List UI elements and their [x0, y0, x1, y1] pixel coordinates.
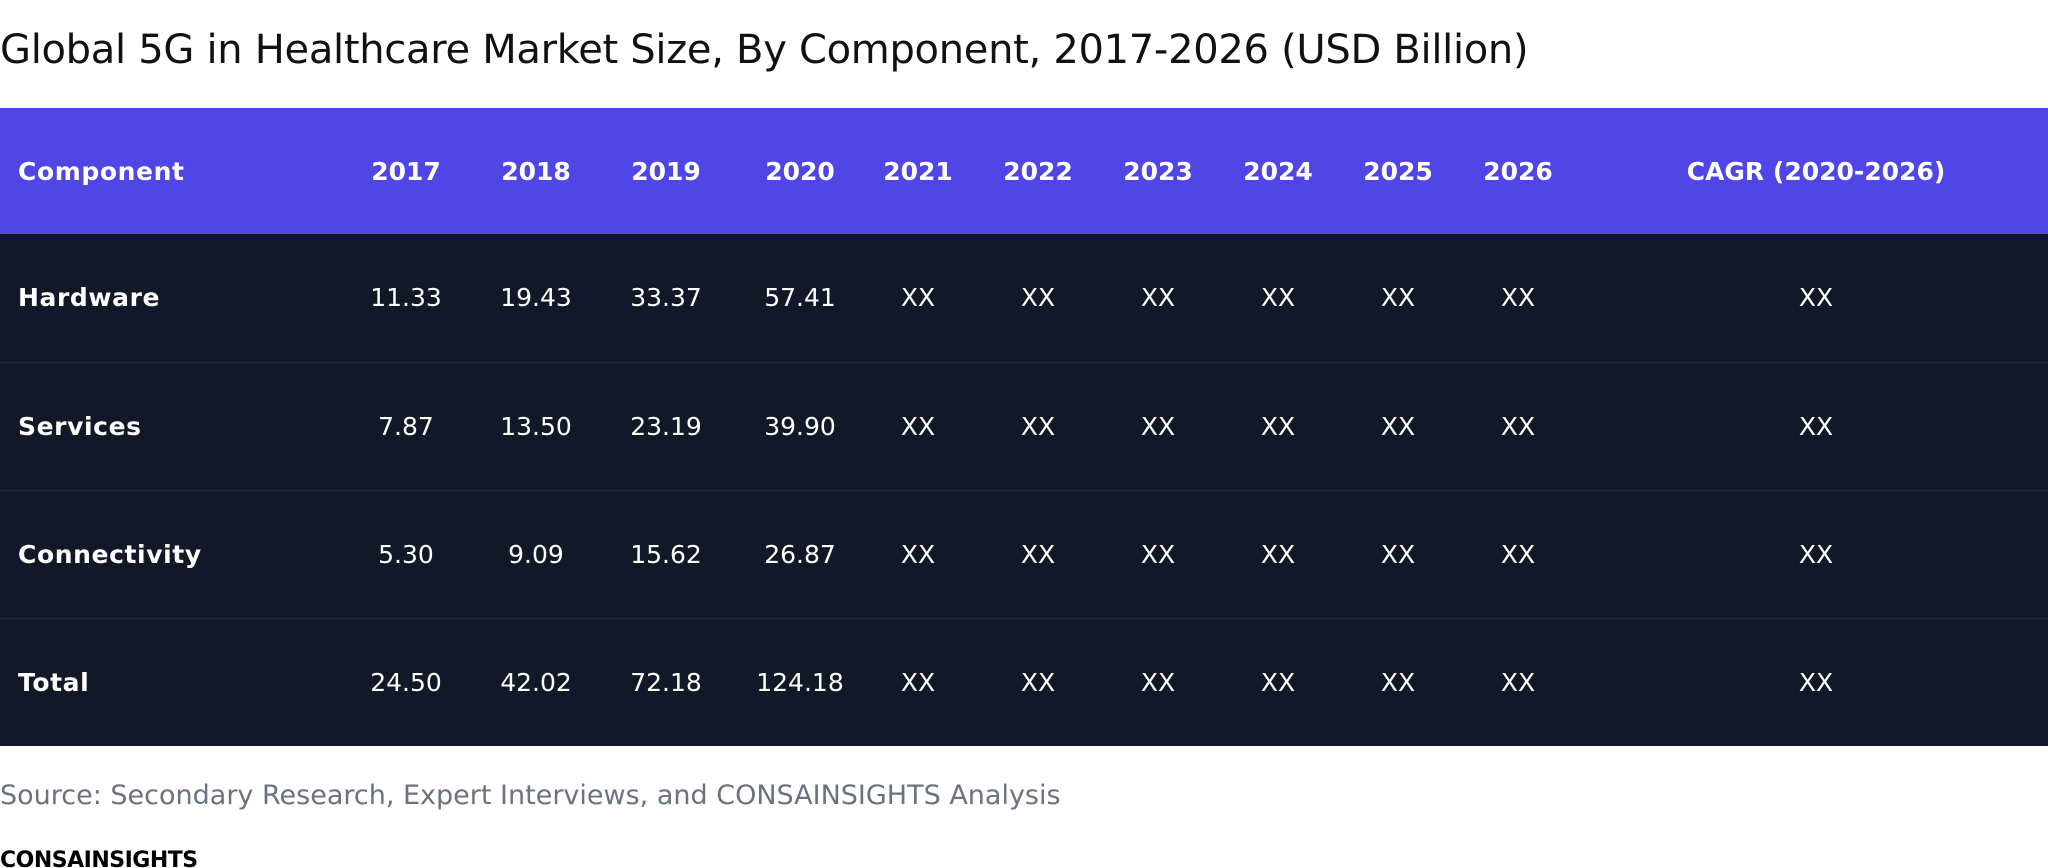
- table-cell: XX: [1380, 283, 1416, 313]
- column-header-year: 2018: [501, 156, 571, 186]
- table-cell: 11.33: [370, 283, 442, 313]
- table-cell: XX: [1798, 539, 1834, 569]
- market-size-table: Component 2017 2018 2019 2020 2021 2022 2023 202…: [0, 108, 2048, 746]
- row-label: Total: [18, 667, 90, 697]
- table-row: Total 24.50 42.02 72.18 124.18 XX XX XX XX XX XX XX: [0, 618, 2048, 746]
- column-header-cagr: CAGR (2020-2026): [1686, 156, 1946, 186]
- table-cell: XX: [1380, 539, 1416, 569]
- table-cell: XX: [900, 411, 936, 441]
- column-header-year: 2024: [1243, 156, 1313, 186]
- table-cell: XX: [1500, 667, 1536, 697]
- table-cell: 26.87: [764, 539, 836, 569]
- header-row: Component 2017 2018 2019 2020 2021 2022 2023 202…: [0, 108, 2048, 234]
- table-cell: XX: [1260, 283, 1296, 313]
- table-cell: 9.09: [508, 539, 564, 569]
- table-cell: 24.50: [370, 667, 442, 697]
- table-cell: XX: [1140, 539, 1176, 569]
- table-cell: XX: [1140, 283, 1176, 313]
- row-label: Services: [18, 411, 142, 441]
- table-cell: 13.50: [500, 411, 572, 441]
- table-cell: XX: [900, 539, 936, 569]
- table-cell: 124.18: [756, 667, 844, 697]
- brand-logo-text: CONSAINSIGHTS: [0, 848, 198, 868]
- chart-title: Global 5G in Healthcare Market Size, By …: [0, 27, 1529, 73]
- column-header-component: Component: [18, 156, 185, 186]
- table-cell: 15.62: [630, 539, 702, 569]
- table-cell: XX: [900, 283, 936, 313]
- table-cell: XX: [1140, 411, 1176, 441]
- table-cell: XX: [1380, 411, 1416, 441]
- table-cell: XX: [1798, 283, 1834, 313]
- column-header-year: 2025: [1363, 156, 1433, 186]
- table-cell: 42.02: [500, 667, 572, 697]
- table-cell: 19.43: [500, 283, 572, 313]
- table-cell: XX: [1380, 667, 1416, 697]
- table-cell: XX: [1260, 411, 1296, 441]
- table-cell: XX: [1798, 411, 1834, 441]
- table-body: Hardware 11.33 19.43 33.37 57.41 XX XX XX XX XX XX…: [0, 234, 2048, 746]
- table-cell: XX: [1798, 667, 1834, 697]
- row-label: Hardware: [18, 283, 161, 313]
- table-row: Connectivity 5.30 9.09 15.62 26.87 XX XX XX XX XX…: [0, 490, 2048, 618]
- table-cell: XX: [1020, 283, 1056, 313]
- table-row: Services 7.87 13.50 23.19 39.90 XX XX XX XX XX XX X…: [0, 362, 2048, 490]
- table-cell: 23.19: [630, 411, 702, 441]
- table-cell: XX: [1020, 667, 1056, 697]
- column-header-year: 2019: [631, 156, 701, 186]
- column-header-year: 2020: [765, 156, 835, 186]
- table-cell: 72.18: [630, 667, 702, 697]
- table-cell: 33.37: [630, 283, 702, 313]
- table-cell: XX: [1260, 667, 1296, 697]
- table-cell: XX: [1020, 411, 1056, 441]
- table-cell: XX: [1500, 283, 1536, 313]
- column-header-year: 2026: [1483, 156, 1553, 186]
- row-label: Connectivity: [18, 539, 202, 569]
- table-cell: XX: [1500, 539, 1536, 569]
- column-header-year: 2023: [1123, 156, 1193, 186]
- column-header-year: 2022: [1003, 156, 1073, 186]
- column-header-year: 2021: [883, 156, 953, 186]
- table-row: Hardware 11.33 19.43 33.37 57.41 XX XX XX XX XX XX…: [0, 234, 2048, 362]
- table-cell: 39.90: [764, 411, 836, 441]
- table-cell: XX: [1140, 667, 1176, 697]
- table-cell: 5.30: [378, 539, 434, 569]
- source-note: Source: Secondary Research, Expert Inter…: [0, 780, 1061, 811]
- table-cell: XX: [1020, 539, 1056, 569]
- table-cell: 57.41: [764, 283, 836, 313]
- table-cell: XX: [1260, 539, 1296, 569]
- table-cell: 7.87: [378, 411, 434, 441]
- table-cell: XX: [1500, 411, 1536, 441]
- column-header-year: 2017: [371, 156, 441, 186]
- table-header: Component 2017 2018 2019 2020 2021 2022 2023 202…: [0, 108, 2048, 234]
- table-cell: XX: [900, 667, 936, 697]
